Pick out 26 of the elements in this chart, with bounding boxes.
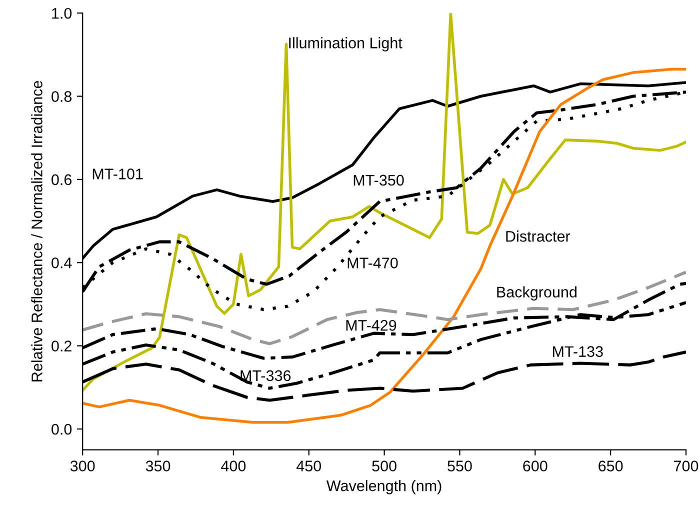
x-tick-label: 300 [70,460,95,472]
x-tick-label: 500 [372,460,396,472]
y-tick-label: 1.0 [52,8,72,19]
series-label: MT-336 [240,370,291,382]
series-label: MT-470 [348,258,398,268]
series-label: Distracter [506,230,570,242]
series-label: Background [497,286,576,301]
series-label: MT-133 [552,346,603,357]
y-tick-label: 0.0 [52,424,72,435]
series-label: Illumination Light [289,37,402,52]
y-tick-label: 0.4 [52,257,72,268]
series-label: MT-350 [354,174,404,186]
x-tick-label: 550 [448,460,472,472]
y-axis-title: Relative Reflectance / Normalized Irradiance [31,80,42,382]
x-tick-label: 600 [523,460,548,472]
x-tick-label: 650 [598,460,623,472]
y-tick-label: 0.6 [52,174,72,186]
x-tick-label: 350 [146,460,170,472]
text: MT-101 [92,168,143,180]
x-tick-label: 450 [296,460,322,472]
x-axis-title: Wavelength (nm) [326,480,442,494]
x-tick-label: 700 [674,460,698,472]
series-label: MT-429 [346,320,396,331]
x-tick-label: 400 [221,460,246,472]
y-tick-label: 0.8 [52,91,72,102]
y-tick-label: 0.2 [52,340,72,352]
